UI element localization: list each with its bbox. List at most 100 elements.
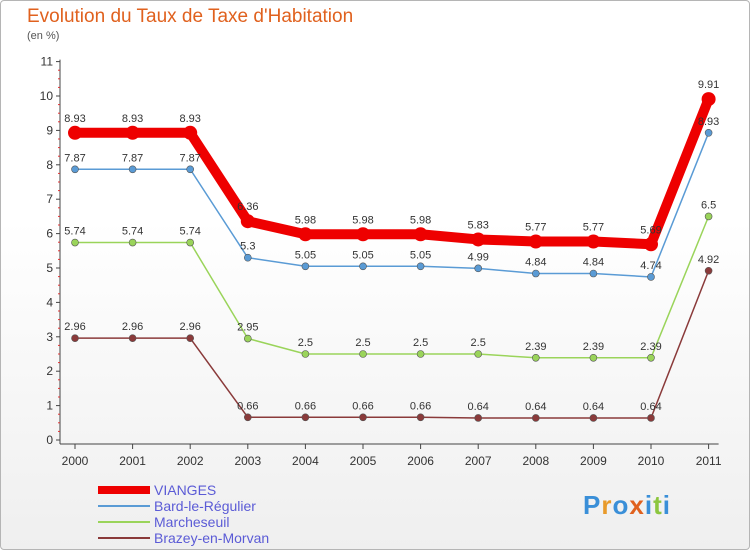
data-label: 2.96	[64, 321, 85, 333]
data-point	[413, 227, 428, 242]
data-point	[644, 237, 658, 252]
x-tick-label: 2004	[292, 454, 319, 468]
data-point	[647, 414, 655, 422]
data-point	[647, 273, 655, 281]
data-point	[359, 350, 367, 358]
data-label: 5.74	[64, 226, 85, 238]
x-tick-label: 2011	[696, 454, 722, 468]
data-label: 2.95	[237, 322, 258, 334]
legend-label: Marcheseuil	[154, 514, 230, 530]
data-point	[704, 129, 713, 137]
data-label: 5.69	[640, 224, 661, 236]
y-tick-label: 9	[46, 123, 53, 137]
data-point	[128, 238, 137, 247]
data-point	[244, 334, 252, 343]
y-tick-label: 8	[46, 158, 53, 172]
legend-swatch	[98, 537, 150, 539]
data-point	[186, 334, 194, 342]
data-label: 4.84	[525, 257, 546, 269]
data-label: 2.39	[525, 341, 546, 353]
series-line-3	[74, 270, 710, 419]
data-point	[68, 125, 82, 140]
data-point	[471, 232, 486, 247]
data-point	[359, 262, 367, 271]
y-tick-label: 3	[46, 330, 53, 344]
proxiti-logo: Proxiti	[583, 490, 671, 521]
data-label: 5.77	[583, 222, 604, 234]
legend-swatch	[98, 521, 150, 523]
data-label: 6.5	[701, 199, 716, 211]
x-tick-label: 2008	[522, 454, 549, 468]
data-label: 2.96	[122, 321, 143, 333]
data-point	[531, 353, 540, 362]
data-point	[531, 269, 540, 278]
data-point	[589, 269, 598, 278]
y-tick-label: 5	[46, 261, 53, 275]
data-point	[528, 234, 543, 249]
data-label: 7.87	[64, 152, 85, 164]
x-tick-label: 2010	[638, 454, 665, 468]
data-label: 5.98	[352, 214, 373, 226]
data-label: 8.93	[64, 113, 85, 125]
x-tick-label: 2006	[407, 454, 434, 468]
data-label: 5.98	[410, 214, 431, 226]
y-tick-label: 10	[40, 89, 54, 103]
chart-subtitle: (en %)	[27, 30, 60, 42]
x-tick-label: 2005	[350, 454, 377, 468]
data-point	[589, 414, 598, 422]
logo-letter: i	[662, 490, 671, 520]
data-label: 8.93	[179, 113, 200, 125]
data-point	[474, 264, 483, 273]
series-line-2	[74, 215, 710, 359]
data-label: 2.39	[583, 341, 604, 353]
y-tick-label: 6	[46, 227, 53, 241]
data-label: 5.74	[179, 226, 200, 238]
y-tick-label: 2	[46, 364, 53, 378]
data-point	[589, 353, 598, 362]
data-label: 5.05	[410, 249, 431, 261]
data-label: 0.64	[640, 401, 661, 413]
data-label: 4.92	[698, 254, 719, 266]
data-label: 8.93	[122, 113, 143, 125]
logo-letter: P	[583, 490, 602, 520]
data-label: 4.74	[640, 260, 661, 272]
y-tick-label: 1	[46, 399, 53, 413]
data-point	[186, 238, 194, 247]
x-tick-label: 2007	[465, 454, 492, 468]
data-label: 5.3	[240, 241, 255, 253]
logo-letter: i	[644, 490, 654, 520]
data-point	[298, 227, 313, 242]
data-point	[359, 413, 367, 422]
logo-letter: t	[653, 490, 663, 520]
data-point	[586, 234, 601, 249]
data-point	[356, 227, 370, 242]
data-label: 8.93	[698, 116, 719, 128]
series-line-1	[74, 132, 710, 278]
data-label: 2.5	[298, 337, 313, 349]
legend-label: Bard-le-Régulier	[154, 498, 256, 514]
data-point	[244, 413, 252, 422]
logo-letter: r	[601, 490, 613, 520]
logo-letter: x	[629, 490, 645, 520]
logo-letter: o	[612, 490, 630, 520]
legend-label: Brazey-en-Morvan	[154, 530, 270, 546]
x-tick-label: 2001	[119, 454, 146, 468]
data-point	[416, 262, 425, 271]
data-label: 0.64	[583, 401, 604, 413]
data-label: 5.05	[352, 249, 373, 261]
data-point	[125, 125, 140, 140]
data-point	[474, 350, 483, 358]
x-tick-label: 2000	[62, 454, 89, 468]
data-label: 7.87	[179, 152, 200, 164]
data-point	[71, 334, 79, 342]
data-point	[128, 165, 137, 174]
data-point	[301, 262, 310, 271]
data-label: 7.87	[122, 152, 143, 164]
legend-label: VIANGES	[154, 482, 217, 498]
data-label: 0.66	[237, 400, 258, 412]
data-label: 2.5	[471, 337, 486, 349]
legend-swatch	[98, 505, 150, 507]
data-point	[704, 266, 713, 275]
data-label: 0.66	[410, 400, 431, 412]
